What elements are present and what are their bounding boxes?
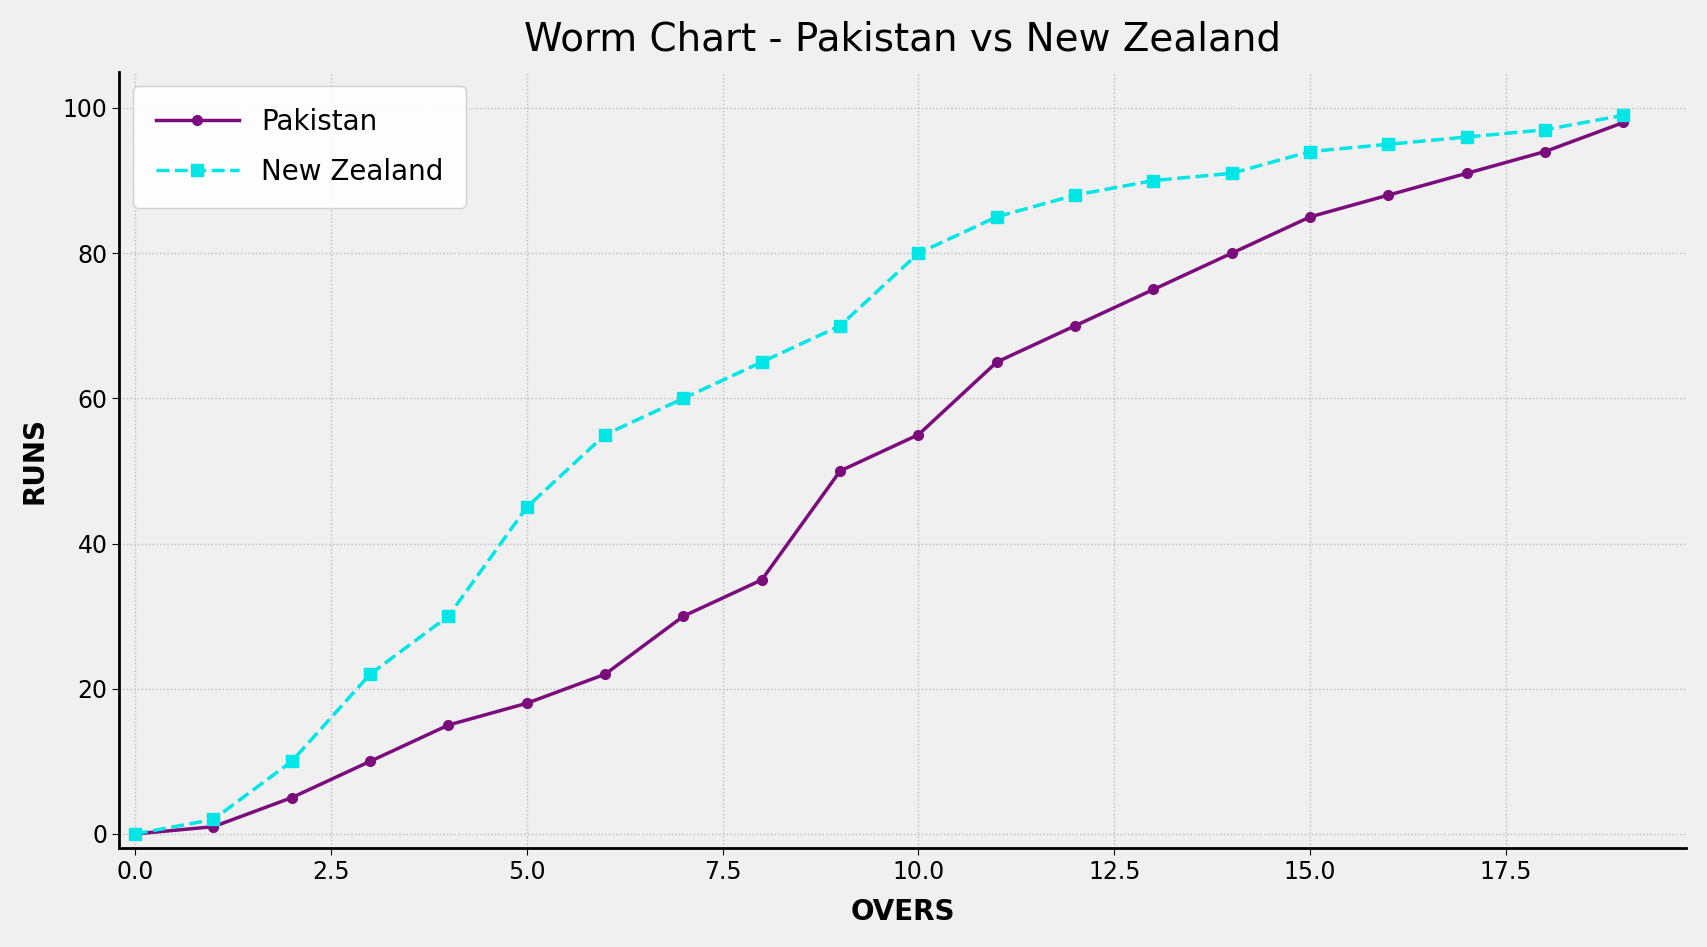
- New Zealand: [1613, 110, 1634, 121]
- New Zealand: [1456, 132, 1477, 143]
- New Zealand: [594, 429, 615, 440]
- Pakistan: [1535, 146, 1555, 157]
- New Zealand: [1535, 124, 1555, 135]
- New Zealand: [125, 829, 145, 840]
- Pakistan: [1378, 189, 1398, 201]
- Pakistan: [987, 356, 1007, 367]
- Pakistan: [830, 465, 850, 476]
- New Zealand: [751, 356, 772, 367]
- Pakistan: [125, 829, 145, 840]
- Pakistan: [517, 698, 538, 709]
- Line: Pakistan: Pakistan: [130, 117, 1628, 839]
- Pakistan: [282, 792, 302, 803]
- Pakistan: [908, 429, 929, 440]
- Pakistan: [1456, 168, 1477, 179]
- New Zealand: [203, 813, 224, 825]
- Pakistan: [1301, 211, 1321, 223]
- Y-axis label: RUNS: RUNS: [20, 417, 50, 504]
- New Zealand: [360, 669, 381, 680]
- New Zealand: [1065, 189, 1086, 201]
- Pakistan: [1222, 247, 1243, 259]
- Pakistan: [1144, 284, 1164, 295]
- Pakistan: [1065, 320, 1086, 331]
- Pakistan: [751, 574, 772, 585]
- New Zealand: [1222, 168, 1243, 179]
- Pakistan: [594, 669, 615, 680]
- Pakistan: [1613, 116, 1634, 128]
- New Zealand: [517, 502, 538, 513]
- Pakistan: [439, 720, 459, 731]
- New Zealand: [908, 247, 929, 259]
- New Zealand: [987, 211, 1007, 223]
- New Zealand: [1378, 138, 1398, 150]
- New Zealand: [1301, 146, 1321, 157]
- New Zealand: [439, 611, 459, 622]
- Pakistan: [360, 756, 381, 767]
- New Zealand: [1144, 175, 1164, 187]
- New Zealand: [673, 393, 693, 404]
- Title: Worm Chart - Pakistan vs New Zealand: Worm Chart - Pakistan vs New Zealand: [524, 21, 1282, 59]
- Line: New Zealand: New Zealand: [128, 109, 1630, 840]
- New Zealand: [830, 320, 850, 331]
- X-axis label: OVERS: OVERS: [850, 898, 954, 926]
- Legend: Pakistan, New Zealand: Pakistan, New Zealand: [133, 85, 466, 208]
- New Zealand: [282, 756, 302, 767]
- Pakistan: [203, 821, 224, 832]
- Pakistan: [673, 611, 693, 622]
